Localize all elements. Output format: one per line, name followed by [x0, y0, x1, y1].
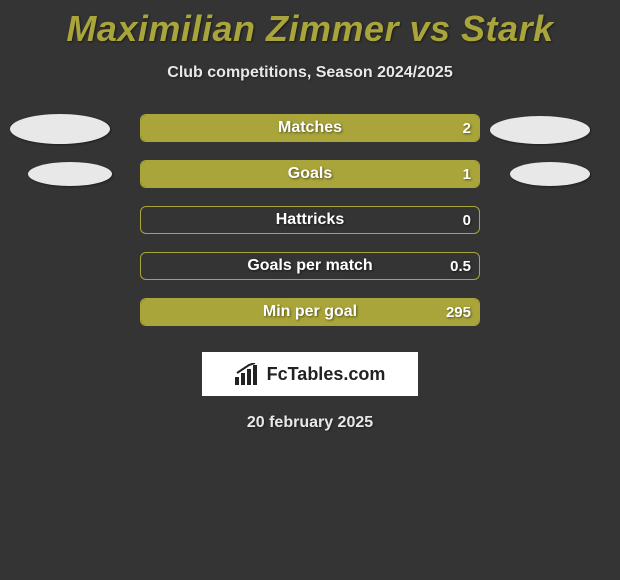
page-title: Maximilian Zimmer vs Stark — [0, 0, 620, 50]
date-label: 20 february 2025 — [0, 414, 620, 432]
stat-row: 0.5Goals per match — [0, 252, 620, 298]
stat-row: 295Min per goal — [0, 298, 620, 344]
stat-row: 2Matches — [0, 114, 620, 160]
stat-bar-fill — [141, 161, 479, 187]
stat-value: 0 — [463, 207, 471, 234]
comparison-chart: 2Matches1Goals0Hattricks0.5Goals per mat… — [0, 114, 620, 344]
level-cloud-right — [510, 162, 590, 186]
chart-icon — [235, 363, 263, 385]
source-badge: FcTables.com — [202, 352, 418, 396]
source-badge-text: FcTables.com — [267, 364, 386, 385]
stat-bar-track: 0.5 — [140, 252, 480, 280]
stat-bar-track: 295 — [140, 298, 480, 326]
stat-bar-track: 2 — [140, 114, 480, 142]
stat-row: 1Goals — [0, 160, 620, 206]
page-subtitle: Club competitions, Season 2024/2025 — [0, 64, 620, 82]
level-cloud-left — [28, 162, 112, 186]
stat-row: 0Hattricks — [0, 206, 620, 252]
stat-bar-fill — [141, 299, 479, 325]
stat-bar-fill — [141, 115, 479, 141]
level-cloud-left — [10, 114, 110, 144]
stat-bar-track: 1 — [140, 160, 480, 188]
stat-value: 0.5 — [450, 253, 471, 280]
level-cloud-right — [490, 116, 590, 144]
stat-bar-track: 0 — [140, 206, 480, 234]
